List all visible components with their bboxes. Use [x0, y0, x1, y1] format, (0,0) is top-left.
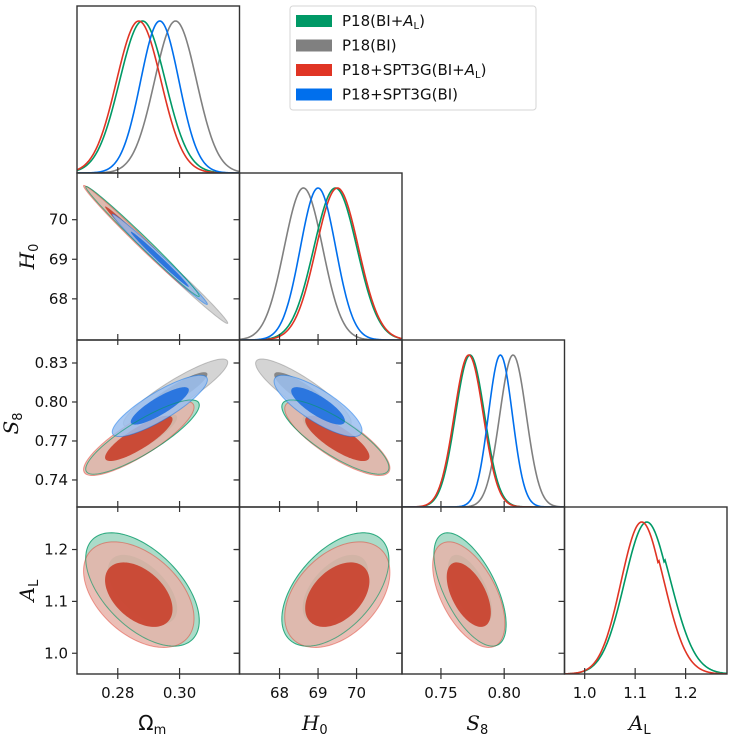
legend-label: P18+SPT3G(BI): [342, 86, 458, 104]
diag-panel-Om: [77, 20, 240, 173]
diag-panel-H0: [239, 187, 402, 340]
legend-swatch: [296, 39, 332, 52]
density-curve-p18-bi-al-: [239, 187, 402, 340]
density-curve-p18-bi-al-: [77, 20, 240, 173]
x-axis-label-S8: S8: [466, 711, 488, 734]
density-curve-p18-bi-: [402, 354, 565, 507]
y-tick-label: 1.1: [44, 592, 68, 610]
contour-outline-p18-bi-al: [85, 532, 200, 647]
contour-outline-p18-bi-al: [281, 399, 390, 475]
x-axis-label-H0: H0: [301, 711, 328, 734]
legend-swatch: [296, 64, 332, 76]
x-tick-label: 68: [270, 684, 289, 702]
x-tick-label: 0.80: [487, 684, 520, 702]
legend-label: P18+SPT3G(BI+AL): [342, 61, 486, 81]
panel-frame: [401, 339, 566, 508]
contour-68-p18-spt3g-bi-al-: [105, 562, 173, 627]
panel-frame: [563, 506, 728, 675]
x-tick-label: 1.2: [674, 684, 698, 702]
density-curve-p18-bi-al-: [564, 521, 727, 674]
contour-outline-p18-bi-al: [85, 399, 200, 475]
y-axis-label-H0: H0: [15, 244, 42, 271]
x-tick-label: 1.1: [623, 684, 647, 702]
x-axis-label-AL: AL: [627, 711, 651, 734]
y-tick-label: 0.77: [35, 432, 68, 450]
diag-panel-S8: [402, 354, 565, 507]
density-curve-p18-spt3g-bi-: [402, 354, 565, 507]
x-tick-label: 1.0: [573, 684, 597, 702]
density-curve-p18-bi-al-: [402, 354, 565, 507]
x-tick-label: 0.75: [424, 684, 457, 702]
y-tick-label: 1.2: [44, 541, 68, 559]
x-tick-label: 0.30: [163, 684, 196, 702]
y-tick-label: 0.74: [35, 471, 68, 489]
contour-panel-S8-AL: [432, 532, 507, 648]
y-tick-label: 0.83: [35, 354, 68, 372]
contour-outline-p18-bi-al: [433, 532, 507, 647]
legend-label: P18(BI+AL): [342, 12, 425, 32]
contour-68-p18-spt3g-bi-al-: [105, 415, 173, 462]
contour-outline-p18-bi-al: [281, 532, 390, 647]
x-axis-label-Om: Ωm: [138, 711, 166, 734]
legend-label: P18(BI): [342, 37, 397, 55]
contour-panel-H0-S8: [255, 358, 391, 477]
density-curve-p18-spt3g-bi-al-: [402, 354, 565, 507]
density-curve-p18-spt3g-bi-: [239, 187, 402, 340]
y-tick-label: 70: [49, 211, 68, 229]
contour-panel-Om-S8: [83, 358, 229, 477]
density-curve-p18-spt3g-bi-: [77, 20, 240, 173]
legend-swatch: [296, 88, 332, 101]
x-tick-label: 69: [309, 684, 328, 702]
contour-68-p18-spt3g-bi-al-: [446, 562, 491, 627]
contour-68-p18-spt3g-bi-: [291, 387, 345, 425]
diag-panel-AL: [564, 521, 727, 674]
contour-panel-Om-AL: [83, 532, 200, 648]
legend-swatch: [296, 15, 332, 27]
contour-68-p18-spt3g-bi-al-: [305, 562, 370, 627]
y-tick-label: 0.80: [35, 393, 68, 411]
contour-outline-p18-bi-al: [85, 185, 200, 298]
contour-68-p18-spt3g-bi-al-: [305, 415, 370, 462]
density-curve-p18-spt3g-bi-al-: [77, 20, 240, 173]
legend: P18(BI+AL) P18(BI) P18+SPT3G(BI+AL) P18+SPT…: [289, 5, 537, 111]
x-tick-label: 70: [347, 684, 366, 702]
density-curve-p18-bi-: [77, 20, 240, 173]
contour-68-p18-spt3g-bi-: [130, 387, 189, 425]
density-curve-p18-spt3g-bi-al-: [564, 521, 727, 674]
y-tick-label: 1.0: [44, 644, 68, 662]
y-axis-label-AL: AL: [15, 579, 42, 603]
contour-panel-Om-H0: [83, 184, 229, 324]
contour-68-p18-spt3g-bi-: [130, 231, 189, 287]
y-tick-label: 68: [49, 290, 68, 308]
contour-panel-H0-AL: [281, 532, 391, 648]
y-tick-label: 69: [49, 250, 68, 268]
y-axis-label-S8: S8: [0, 413, 26, 435]
legend-box: [289, 5, 537, 111]
x-tick-label: 0.28: [101, 684, 134, 702]
